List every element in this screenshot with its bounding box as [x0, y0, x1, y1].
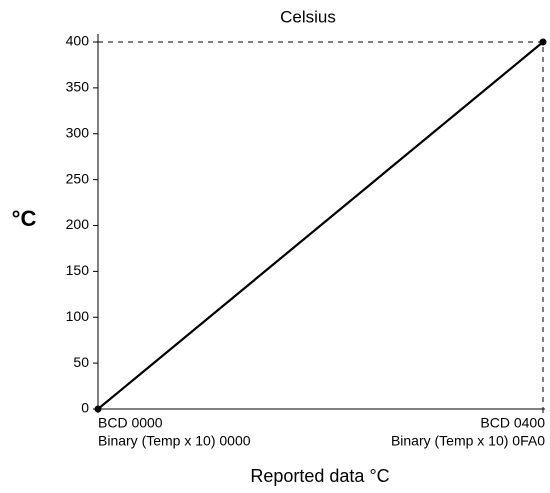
y-tick-label: 0 — [81, 400, 89, 416]
y-axis-label: °C — [12, 206, 37, 231]
data-point — [94, 405, 102, 413]
x-axis-label: Reported data °C — [250, 466, 389, 486]
y-tick-label: 250 — [66, 170, 90, 186]
y-tick-label: 400 — [66, 33, 90, 49]
chart-title: Celsius — [280, 7, 336, 26]
x-tick-label: BCD 0000 — [98, 415, 163, 431]
y-tick-label: 200 — [66, 216, 90, 232]
y-tick-label: 100 — [66, 308, 90, 324]
data-line — [97, 41, 544, 410]
x-tick-label-binary: Binary (Temp x 10) 0000 — [98, 433, 251, 449]
x-tick-label: BCD 0400 — [480, 415, 545, 431]
data-point — [539, 38, 547, 46]
y-tick-label: 300 — [66, 124, 90, 140]
y-tick-label: 150 — [66, 262, 90, 278]
y-tick-label: 50 — [73, 354, 89, 370]
x-tick-label-binary: Binary (Temp x 10) 0FA0 — [391, 433, 545, 449]
y-tick-label: 350 — [66, 79, 90, 95]
